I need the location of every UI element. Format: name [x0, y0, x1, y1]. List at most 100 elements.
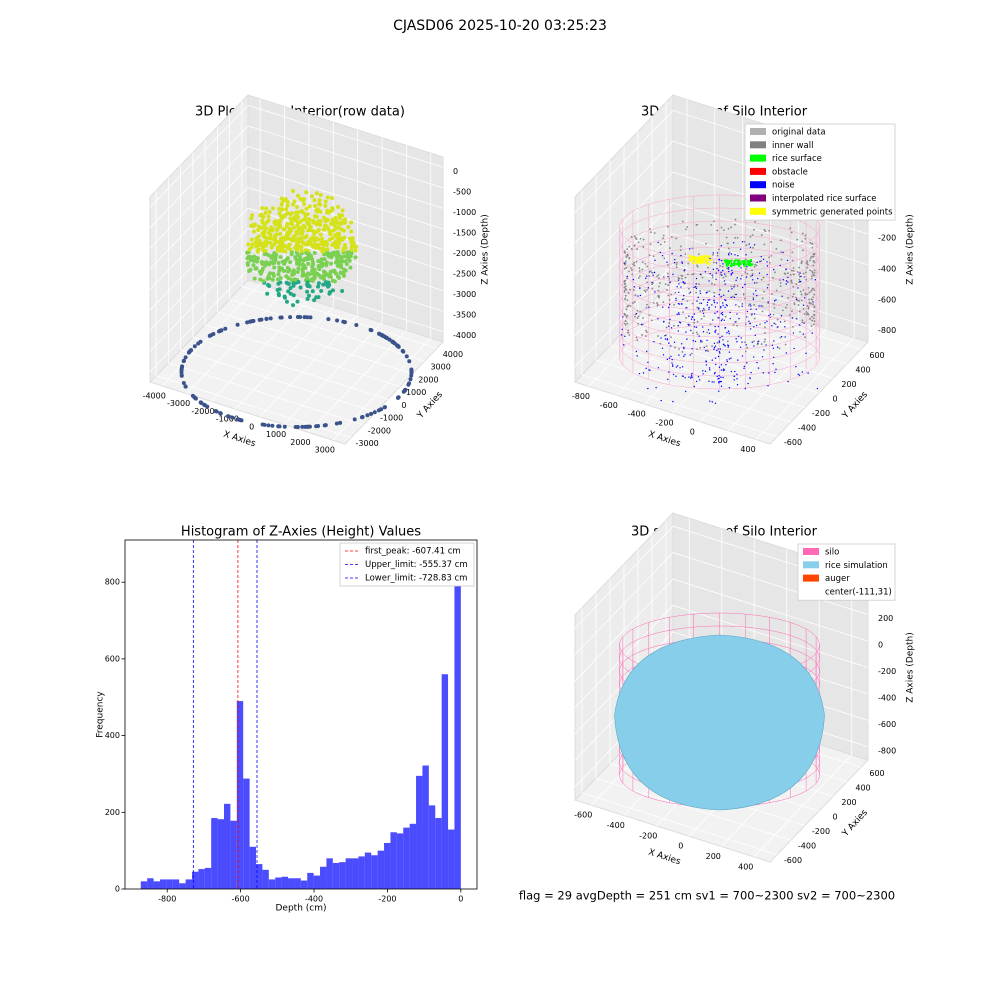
- point: [775, 248, 778, 250]
- point: [335, 257, 340, 262]
- point: [312, 198, 317, 203]
- point: [749, 258, 753, 262]
- point: [688, 315, 690, 317]
- point: [623, 286, 626, 289]
- point: [307, 217, 312, 222]
- y-tick-label: 4000: [443, 350, 463, 359]
- point: [768, 372, 770, 374]
- point: [721, 274, 723, 276]
- point: [703, 346, 705, 349]
- point: [308, 315, 313, 320]
- point: [319, 260, 324, 265]
- point: [713, 342, 716, 345]
- point: [286, 269, 291, 274]
- point: [302, 217, 307, 222]
- z-axis-label: Z Axies (Depth): [481, 214, 491, 285]
- point: [261, 279, 266, 284]
- point: [288, 315, 293, 320]
- point: [694, 285, 697, 288]
- point: [708, 280, 710, 282]
- point: [179, 370, 184, 375]
- point: [285, 222, 290, 227]
- point: [312, 275, 317, 280]
- bar: [147, 878, 154, 889]
- point: [334, 421, 339, 426]
- y-tick-label: 0: [832, 813, 837, 822]
- point: [742, 293, 745, 296]
- point: [781, 295, 783, 298]
- point: [748, 243, 750, 245]
- bar: [352, 858, 359, 889]
- point: [757, 342, 759, 345]
- point: [684, 282, 686, 284]
- point: [746, 362, 748, 364]
- point: [762, 372, 764, 374]
- point: [316, 228, 321, 233]
- point: [751, 269, 753, 272]
- point: [727, 344, 729, 346]
- point: [801, 371, 804, 373]
- point: [695, 283, 697, 285]
- footer: flag = 29 avgDepth = 251 cm sv1 = 700~23…: [519, 889, 895, 903]
- point: [778, 347, 781, 350]
- point: [326, 317, 331, 322]
- point: [667, 306, 670, 309]
- point: [721, 302, 724, 304]
- point: [682, 298, 685, 300]
- grid-line: [149, 145, 444, 249]
- point: [728, 266, 730, 269]
- point: [664, 283, 667, 286]
- point: [257, 269, 262, 274]
- point: [798, 278, 801, 281]
- x-tick-label: -400: [628, 410, 646, 419]
- point: [675, 266, 678, 269]
- point: [250, 242, 255, 247]
- point: [755, 264, 758, 267]
- bar: [262, 869, 269, 889]
- point: [771, 325, 773, 327]
- point: [791, 317, 794, 319]
- point: [268, 240, 273, 245]
- point: [636, 339, 639, 342]
- point: [717, 333, 719, 335]
- point: [670, 293, 673, 296]
- point: [270, 423, 275, 428]
- legend-label: first_peak: -607.41 cm: [365, 547, 461, 557]
- point: [715, 278, 717, 280]
- point: [809, 257, 812, 260]
- point: [713, 346, 716, 349]
- grid-line: [588, 99, 688, 387]
- point: [266, 423, 271, 428]
- point: [651, 281, 653, 284]
- point: [811, 277, 813, 280]
- point: [746, 259, 749, 263]
- point: [733, 284, 736, 286]
- point: [785, 283, 787, 285]
- point: [691, 302, 694, 305]
- point: [657, 289, 660, 292]
- point: [300, 424, 305, 429]
- point: [295, 247, 300, 252]
- point: [318, 219, 323, 224]
- point: [706, 331, 709, 334]
- point: [791, 281, 793, 284]
- point: [638, 275, 641, 278]
- point: [715, 272, 717, 274]
- point: [725, 236, 728, 239]
- point: [717, 248, 720, 251]
- point: [740, 278, 742, 280]
- point: [333, 215, 338, 220]
- point: [653, 232, 656, 234]
- y-tick-label: -200: [812, 827, 830, 836]
- point: [724, 299, 726, 301]
- point: [717, 269, 720, 272]
- point: [798, 374, 801, 376]
- point: [278, 239, 283, 244]
- legend-label: silo: [825, 548, 839, 558]
- legend-swatch: [750, 194, 766, 202]
- point: [673, 261, 676, 264]
- point: [690, 376, 693, 378]
- point: [718, 293, 720, 296]
- point: [264, 206, 269, 211]
- point: [750, 308, 752, 310]
